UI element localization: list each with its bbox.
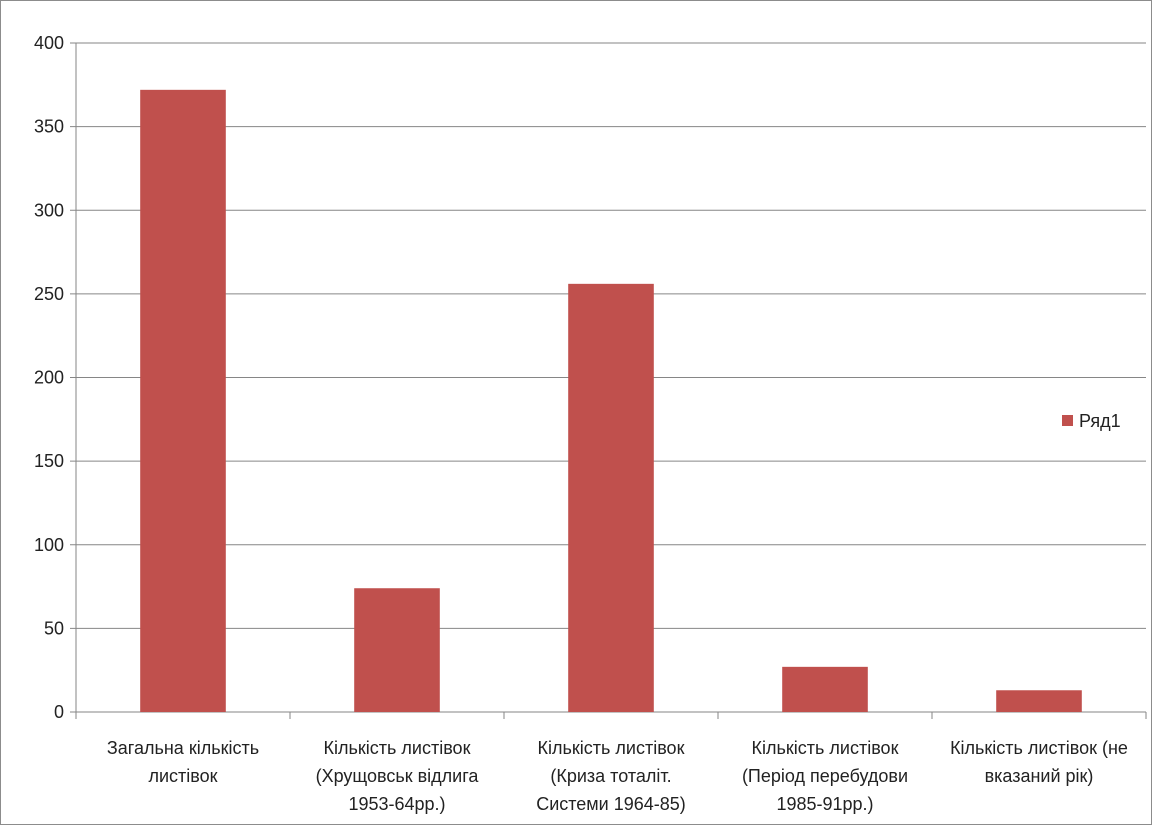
category-labels: Загальна кількість листівок Кількість лист… bbox=[107, 738, 1128, 814]
y-tick-label: 400 bbox=[34, 33, 64, 53]
x-category-label-line: (Криза тоталіт. bbox=[550, 766, 671, 786]
legend-label: Ряд1 bbox=[1079, 411, 1121, 431]
x-category-label-line: Кількість листівок bbox=[538, 738, 685, 758]
x-category-label: Кількість листівок (не вказаний рік) bbox=[950, 738, 1128, 786]
x-category-label: Кількість листівок (Період перебудови 1985… bbox=[742, 738, 908, 814]
y-tick-label: 100 bbox=[34, 535, 64, 555]
y-tick-label: 200 bbox=[34, 368, 64, 388]
bar bbox=[782, 666, 868, 712]
x-category-label-line: Системи 1964-85) bbox=[536, 794, 686, 814]
x-category-label-line: Кількість листівок bbox=[752, 738, 899, 758]
x-category-label: Загальна кількість листівок bbox=[107, 738, 259, 786]
x-category-label: Кількість листівок (Криза тоталіт. Системи… bbox=[536, 738, 686, 814]
y-tick-label: 300 bbox=[34, 200, 64, 220]
y-tick-label: 350 bbox=[34, 117, 64, 137]
x-category-label-line: Кількість листівок (не bbox=[950, 738, 1128, 758]
y-tick-label: 250 bbox=[34, 284, 64, 304]
bar bbox=[568, 283, 654, 712]
y-tick-label: 0 bbox=[54, 702, 64, 722]
y-tick-label: 50 bbox=[44, 618, 64, 638]
y-axis: 0 50 100 150 200 250 300 350 400 bbox=[34, 33, 77, 722]
x-category-label-line: листівок bbox=[148, 766, 217, 786]
y-tick-label: 150 bbox=[34, 451, 64, 471]
x-category-label-line: 1953-64рр.) bbox=[348, 794, 445, 814]
x-category-label-line: вказаний рік) bbox=[985, 766, 1094, 786]
x-category-label-line: Загальна кількість bbox=[107, 738, 259, 758]
x-category-label-line: (Хрущовськ відлига bbox=[316, 766, 480, 786]
x-category-label-line: 1985-91рр.) bbox=[776, 794, 873, 814]
x-axis bbox=[75, 711, 1147, 719]
legend: Ряд1 bbox=[1062, 411, 1121, 431]
bar bbox=[140, 89, 226, 712]
bar bbox=[996, 690, 1082, 712]
x-category-label: Кількість листівок (Хрущовськ відлига 1953… bbox=[316, 738, 480, 814]
x-category-label-line: (Період перебудови bbox=[742, 766, 908, 786]
x-category-label-line: Кількість листівок bbox=[324, 738, 471, 758]
bars bbox=[140, 89, 1082, 712]
legend-swatch bbox=[1062, 415, 1073, 426]
bar bbox=[354, 588, 440, 712]
